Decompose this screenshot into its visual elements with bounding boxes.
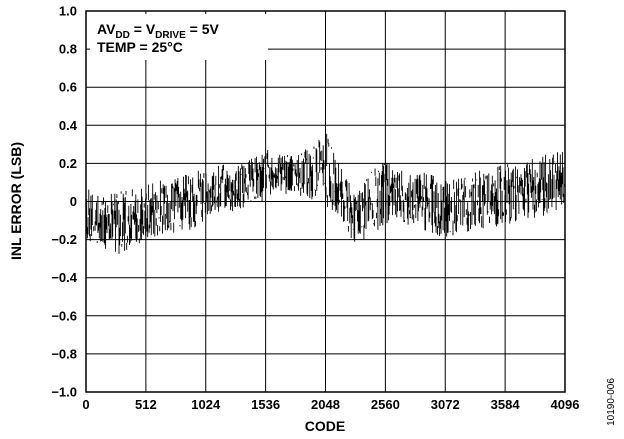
x-tick-label: 4096 (551, 397, 580, 412)
x-tick-label: 2048 (311, 397, 340, 412)
x-axis-title: CODE (305, 418, 345, 434)
x-tick-label: 1024 (191, 397, 221, 412)
y-tick-label: 0.6 (59, 80, 77, 95)
x-tick-label: 0 (82, 397, 89, 412)
x-tick-label: 1536 (251, 397, 280, 412)
y-tick-label: −1.0 (51, 385, 77, 400)
y-tick-label: −0.4 (51, 270, 77, 285)
y-tick-label: 0.4 (59, 118, 78, 133)
figure-id: 10190-006 (606, 378, 617, 426)
y-tick-label: 1.0 (59, 4, 77, 19)
y-tick-label: −0.2 (51, 232, 77, 247)
x-tick-label: 512 (135, 397, 157, 412)
x-tick-label: 2560 (371, 397, 400, 412)
y-axis-title: INL ERROR (LSB) (8, 142, 24, 260)
x-tick-label: 3072 (431, 397, 460, 412)
annotation-box (90, 14, 268, 60)
annotation-temp: TEMP = 25°C (97, 39, 183, 55)
y-tick-label: −0.6 (51, 308, 77, 323)
y-tick-label: 0 (70, 194, 77, 209)
x-tick-label: 3584 (491, 397, 521, 412)
plot-frame (85, 10, 566, 393)
y-tick-label: 0.8 (59, 42, 77, 57)
y-tick-labels: 1.0 0.8 0.6 0.4 0.2 0 −0.2 −0.4 −0.6 −0.8 −1.0 (51, 4, 77, 400)
x-tick-labels: 0 512 1024 1536 2048 2560 3072 3584 4096 (82, 397, 579, 412)
y-tick-label: 0.2 (59, 156, 77, 171)
annotation-supply: AVDD = VDRIVE = 5V (97, 21, 219, 41)
y-tick-label: −0.8 (51, 346, 77, 361)
